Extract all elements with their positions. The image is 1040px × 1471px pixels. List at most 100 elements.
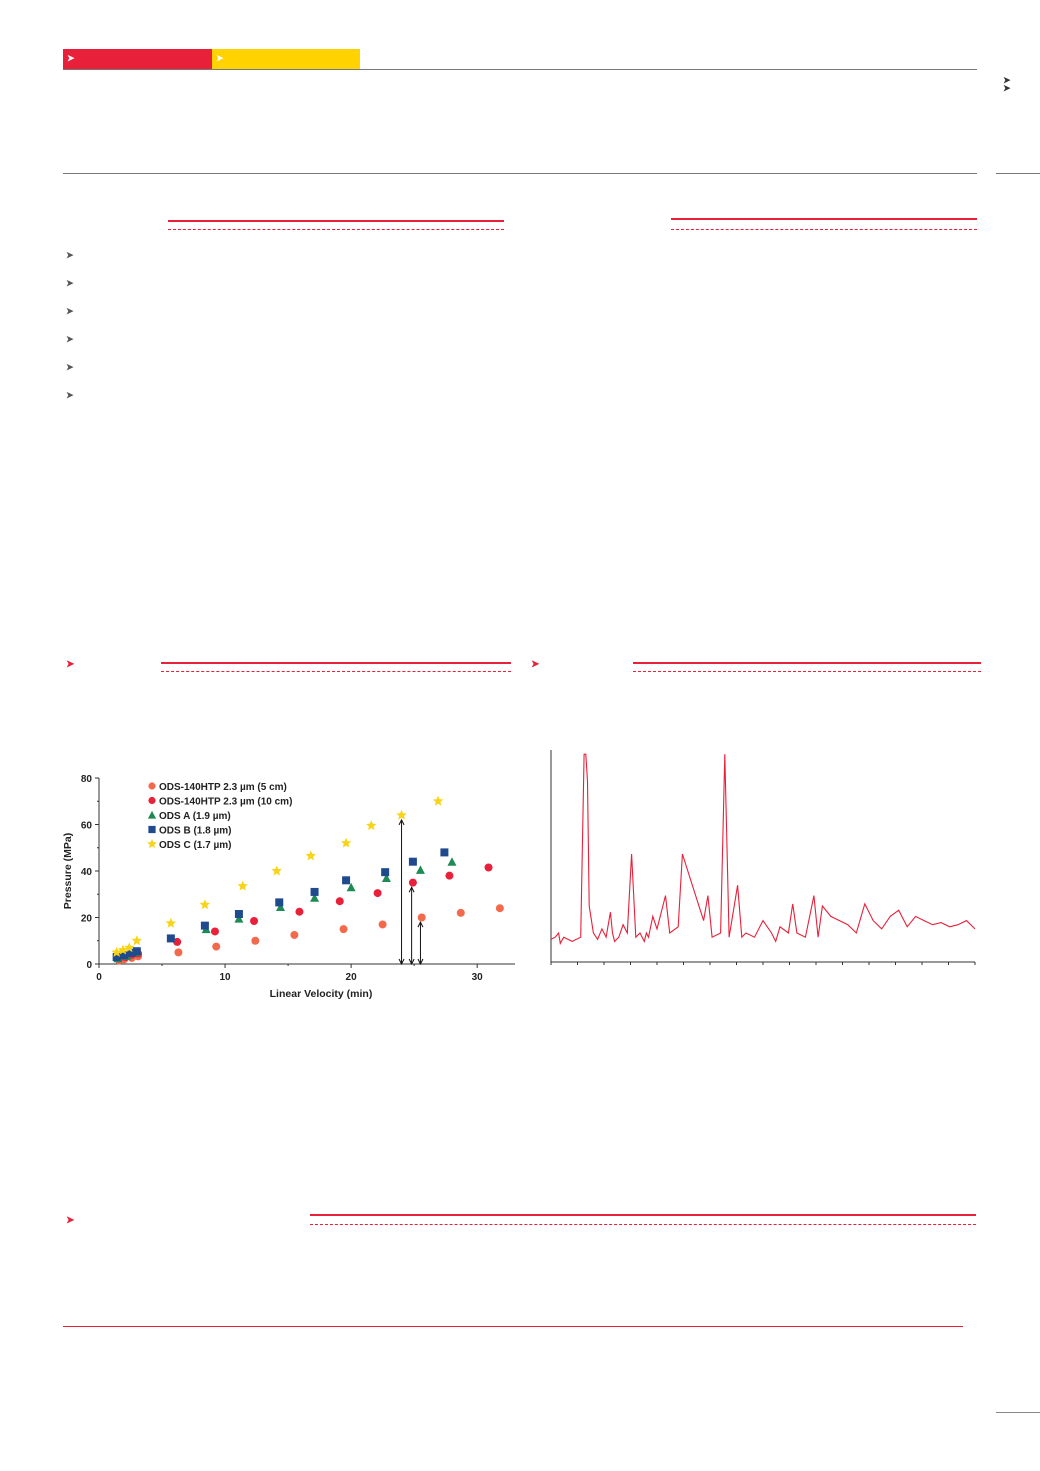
bullet-icon: ➤	[66, 250, 74, 260]
double-arrow-icon: ➤ ➤	[1003, 75, 1011, 93]
bullet-icon: ➤	[66, 390, 74, 400]
section-rule-right	[671, 218, 977, 220]
section-arrow-icon: ➤	[66, 1215, 75, 1226]
data-point-square	[120, 951, 129, 960]
arrow-right-icon: ➤	[67, 53, 75, 63]
chromatogram-chart	[550, 750, 976, 965]
data-point-triangle	[447, 857, 457, 866]
figure-rule-left	[161, 662, 511, 664]
header-rule	[63, 69, 977, 70]
arrow-right-icon: ➤	[216, 53, 224, 63]
data-point-circle	[339, 925, 348, 934]
y-tick-label: 60	[81, 821, 93, 832]
figure-rule-right	[633, 662, 981, 664]
data-point-square	[275, 898, 284, 907]
data-point-triangle	[381, 873, 391, 882]
data-point-circle	[173, 937, 182, 946]
data-point-star	[305, 850, 317, 861]
data-point-star	[199, 899, 211, 910]
header-tab-yellow: ➤	[212, 49, 360, 69]
y-tick-label: 20	[81, 914, 93, 925]
annotation-arrow-head	[408, 958, 415, 966]
data-point-star	[432, 795, 444, 806]
y-tick-label: 80	[81, 774, 93, 785]
data-point-circle	[174, 948, 183, 957]
data-point-square	[408, 857, 417, 866]
data-point-triangle	[147, 810, 157, 819]
data-point-star	[147, 838, 157, 849]
data-point-triangle	[346, 882, 356, 892]
x-axis-label: Linear Velocity (min)	[270, 988, 373, 1000]
header-tab-red: ➤	[63, 49, 212, 69]
data-point-triangle	[310, 893, 320, 902]
data-point-star	[271, 865, 282, 876]
figure-dash-right	[633, 671, 981, 672]
data-point-triangle	[234, 914, 244, 923]
section-dash-left	[168, 229, 504, 230]
data-point-circle	[212, 942, 221, 951]
data-point-square	[440, 848, 449, 857]
data-point-triangle	[276, 902, 286, 912]
data-point-square	[200, 921, 209, 930]
annotation-arrow-head	[398, 958, 405, 966]
footer-rule	[63, 1326, 963, 1327]
annotation-arrow-head	[408, 886, 415, 893]
data-point-circle	[251, 936, 260, 945]
data-point-circle	[335, 897, 344, 906]
section-dash-right	[671, 229, 977, 230]
data-point-star	[165, 917, 177, 928]
side-title-rule	[996, 173, 1040, 174]
data-point-circle	[295, 907, 304, 916]
x-tick-label: 0	[96, 972, 102, 983]
x-tick-label: 10	[219, 972, 231, 983]
data-point-star	[124, 942, 135, 953]
figure-arrow-icon: ➤	[66, 659, 75, 670]
legend-label: ODS-140HTP 2.3 µm (5 cm)	[159, 782, 287, 793]
bullet-icon: ➤	[66, 362, 74, 372]
data-point-star	[117, 944, 129, 955]
page-number-rule	[996, 1412, 1040, 1413]
data-point-circle	[290, 930, 299, 939]
data-point-triangle	[415, 865, 425, 874]
data-point-circle	[378, 920, 387, 929]
data-point-circle	[210, 927, 219, 936]
data-point-square	[148, 825, 156, 834]
data-point-star	[340, 837, 352, 848]
data-point-square	[166, 934, 175, 943]
data-point-circle	[484, 863, 493, 872]
data-point-square	[112, 953, 121, 962]
annotation-arrow-head	[417, 958, 424, 966]
y-axis-label: Pressure (MPa)	[62, 833, 74, 909]
data-point-circle	[250, 916, 259, 925]
data-point-square	[342, 876, 351, 885]
data-point-square	[132, 947, 141, 956]
data-point-star	[396, 809, 407, 820]
legend-label: ODS-140HTP 2.3 µm (10 cm)	[159, 797, 292, 808]
bottom-section-dash	[310, 1224, 976, 1225]
legend-label: ODS B (1.8 µm)	[159, 826, 231, 837]
pressure-scatter-chart: 0 20 40 60 80 0 10 20 30 ODS-140HTP 2.3 µm (5 cm…	[62, 774, 515, 1000]
data-point-square	[234, 910, 243, 919]
data-point-square	[310, 887, 319, 896]
data-point-circle	[495, 904, 504, 913]
y-tick-label: 0	[86, 960, 92, 971]
data-point-circle	[373, 889, 382, 898]
x-tick-label: 30	[472, 972, 484, 983]
data-point-star	[111, 946, 122, 957]
annotation-arrow-head	[417, 921, 424, 928]
data-point-circle	[148, 782, 156, 790]
figure-arrow-icon: ➤	[531, 659, 540, 670]
bottom-section-rule	[310, 1214, 976, 1216]
data-point-circle	[417, 913, 426, 922]
legend-label: ODS A (1.9 µm)	[159, 811, 231, 822]
y-tick-label: 40	[81, 867, 93, 878]
bullet-icon: ➤	[66, 306, 74, 316]
chromatogram-trace	[550, 753, 976, 946]
data-point-star	[366, 820, 377, 831]
data-point-circle	[456, 908, 465, 917]
data-point-square	[127, 948, 136, 957]
data-point-star	[131, 935, 143, 946]
annotation-arrow-head	[398, 818, 405, 826]
legend-label: ODS C (1.7 µm)	[159, 840, 231, 851]
x-tick-label: 20	[346, 972, 358, 983]
